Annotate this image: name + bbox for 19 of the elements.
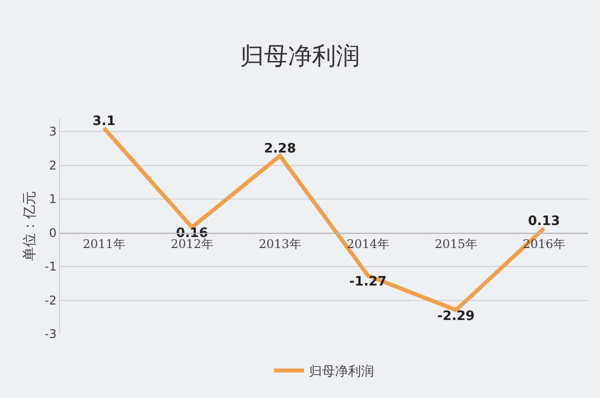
y-tick-label: -2	[44, 293, 57, 308]
x-tick-label: 2015年	[434, 237, 478, 252]
data-label: 2.28	[264, 142, 296, 157]
y-tick-label: 1	[48, 192, 57, 206]
x-tick-label: 2013年	[258, 237, 302, 252]
data-label: -1.27	[349, 274, 387, 290]
y-tick-label: 0	[48, 226, 57, 240]
chart-title: 归母净利润	[240, 42, 360, 70]
y-axis-title: 单位：亿元	[22, 191, 38, 261]
data-label: 0.13	[528, 214, 560, 230]
x-tick-label: 2014年	[346, 237, 390, 252]
legend-label: 归母净利润	[309, 364, 374, 380]
y-tick-label: -1	[44, 260, 57, 274]
data-label: -2.29	[437, 308, 475, 324]
x-tick-label: 2011年	[82, 237, 126, 252]
y-tick-label: 3	[48, 124, 57, 139]
y-tick-label: 2	[48, 158, 57, 172]
data-label: 3.1	[92, 114, 116, 129]
y-tick-label: -3	[44, 327, 57, 342]
